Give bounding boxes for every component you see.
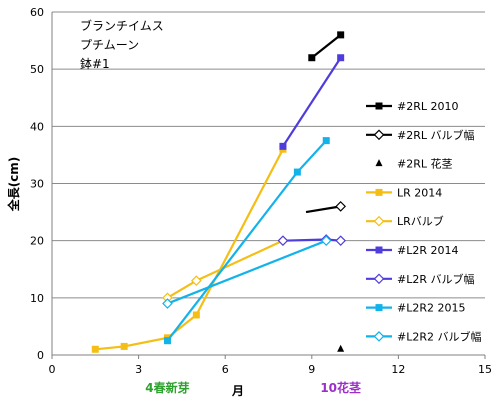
series-0 bbox=[308, 31, 345, 62]
x-note-label: 10花茎 bbox=[320, 380, 361, 395]
annotation-line-2: プチムーン bbox=[80, 38, 139, 52]
y-tick-label: 30 bbox=[30, 178, 44, 191]
data-point bbox=[192, 311, 200, 319]
legend-label: LR 2014 bbox=[397, 186, 442, 199]
series-line bbox=[282, 57, 342, 147]
y-tick-label: 20 bbox=[30, 235, 44, 248]
series-line bbox=[305, 205, 341, 214]
x-axis-label: 月 bbox=[231, 384, 244, 398]
legend-item: #L2R バルブ幅 bbox=[366, 272, 474, 286]
legend-label: #L2R2 バルブ幅 bbox=[397, 329, 481, 343]
x-note-label: 4春新芽 bbox=[145, 380, 189, 395]
data-point bbox=[322, 137, 330, 145]
legend-label: LRバルブ bbox=[397, 214, 444, 228]
legend-item: #L2R2 バルブ幅 bbox=[366, 329, 481, 343]
data-point bbox=[162, 298, 173, 309]
y-axis-label: 全長(cm) bbox=[6, 157, 21, 213]
x-tick-label: 6 bbox=[222, 363, 229, 376]
data-point bbox=[190, 275, 202, 287]
x-tick-label: 3 bbox=[135, 363, 142, 376]
data-point bbox=[163, 337, 171, 345]
legend-item: #2RL 花茎 bbox=[375, 158, 452, 171]
legend-label: #L2R 2014 bbox=[397, 244, 458, 257]
legend-item: #2RL バルブ幅 bbox=[366, 128, 474, 142]
y-tick-label: 50 bbox=[30, 63, 44, 76]
x-tick-label: 9 bbox=[308, 363, 315, 376]
legend-label: #2RL 花茎 bbox=[397, 158, 452, 171]
y-tick-label: 0 bbox=[37, 349, 44, 362]
data-point bbox=[335, 235, 347, 247]
data-point bbox=[91, 345, 99, 353]
legend-item: #2RL 2010 bbox=[366, 100, 458, 113]
data-point bbox=[335, 201, 347, 212]
legend-item: LR 2014 bbox=[366, 186, 442, 199]
data-point bbox=[375, 102, 383, 110]
data-point bbox=[277, 235, 289, 247]
annotation-line-3: 鉢#1 bbox=[80, 57, 110, 71]
x-tick-label: 12 bbox=[391, 363, 405, 376]
data-point bbox=[375, 304, 383, 312]
series-8 bbox=[162, 235, 332, 309]
y-tick-label: 60 bbox=[30, 6, 44, 19]
legend: #2RL 2010 #2RL バルブ幅 #2RL 花茎 LR 2014 LRバルブ #L2… bbox=[366, 100, 481, 343]
x-tick-label: 15 bbox=[478, 363, 492, 376]
y-tick-label: 40 bbox=[30, 120, 44, 133]
data-point bbox=[293, 168, 301, 176]
data-point bbox=[375, 246, 383, 254]
series-line bbox=[167, 239, 327, 305]
data-point bbox=[279, 142, 287, 150]
data-point bbox=[320, 235, 332, 247]
series-7 bbox=[163, 137, 330, 345]
series-5 bbox=[279, 54, 345, 150]
data-point bbox=[375, 159, 383, 167]
series-line bbox=[311, 34, 342, 59]
x-notes: 4春新芽 10花茎 bbox=[145, 380, 361, 395]
legend-label: #L2R バルブ幅 bbox=[397, 272, 474, 286]
y-axis: 0 10 20 30 40 50 60 bbox=[30, 6, 44, 362]
series-line bbox=[282, 238, 341, 242]
legend-item: LRバルブ bbox=[366, 214, 444, 228]
data-point bbox=[373, 129, 385, 141]
data-point bbox=[120, 342, 128, 350]
legend-item: #L2R2 2015 bbox=[366, 302, 465, 315]
data-point bbox=[373, 273, 385, 285]
data-point bbox=[337, 344, 345, 352]
legend-label: #L2R2 2015 bbox=[397, 302, 465, 315]
annotation-line-1: ブランチイムス bbox=[80, 18, 164, 33]
data-point bbox=[375, 188, 383, 196]
data-point bbox=[373, 215, 385, 227]
data-point bbox=[337, 54, 345, 62]
chart-annotation: ブランチイムス プチムーン 鉢#1 bbox=[80, 18, 164, 71]
x-tick-label: 0 bbox=[49, 363, 56, 376]
y-tick-label: 10 bbox=[30, 292, 44, 305]
x-axis: 0 3 6 9 12 15 bbox=[49, 355, 492, 376]
series-1 bbox=[305, 201, 347, 214]
series bbox=[91, 31, 347, 353]
legend-item: #L2R 2014 bbox=[366, 244, 458, 257]
data-point bbox=[373, 331, 385, 342]
data-point bbox=[337, 31, 345, 39]
series-2 bbox=[337, 344, 345, 352]
legend-label: #2RL 2010 bbox=[397, 100, 458, 113]
grid bbox=[52, 11, 485, 299]
legend-label: #2RL バルブ幅 bbox=[397, 128, 474, 142]
data-point bbox=[308, 54, 316, 62]
